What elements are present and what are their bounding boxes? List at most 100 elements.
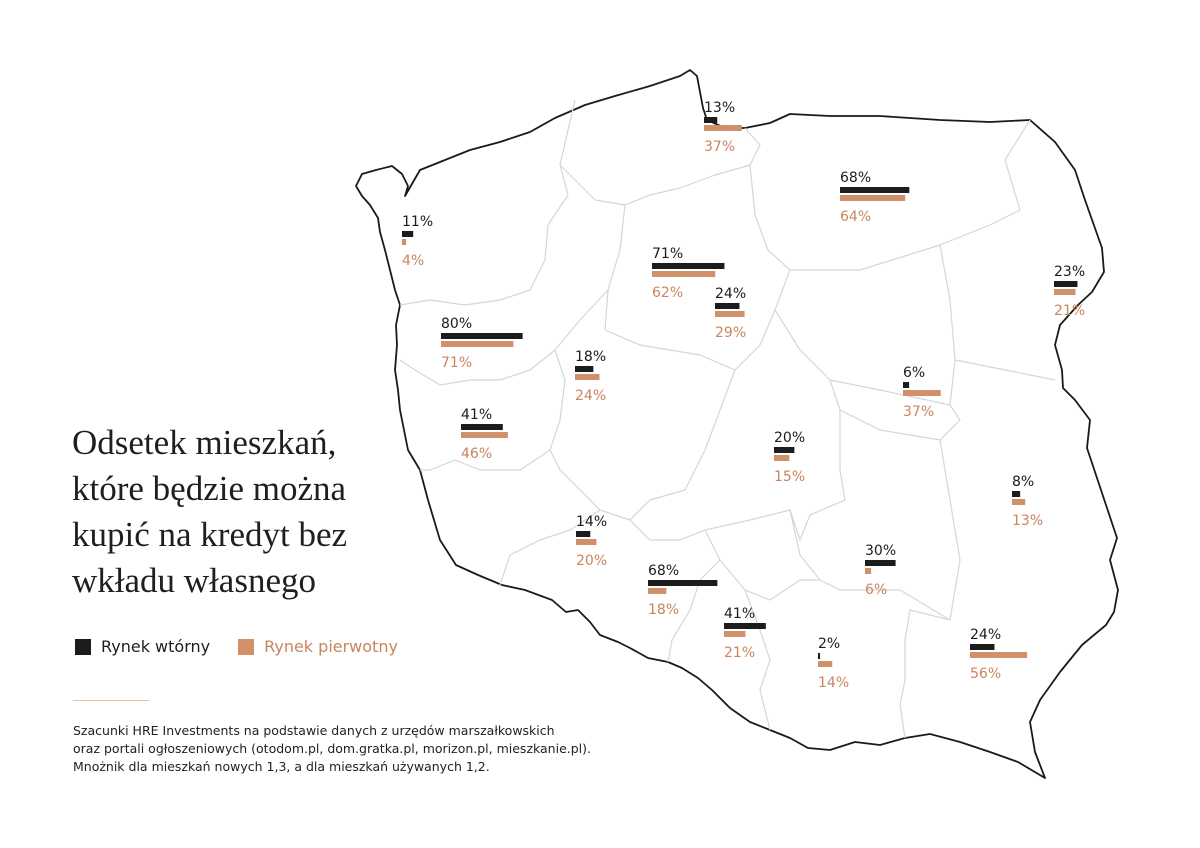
- region-marker: 30% 6%: [865, 543, 896, 598]
- primary-bar: [402, 239, 407, 245]
- primary-bar: [461, 432, 508, 438]
- legend: Rynek wtórny Rynek pierwotny: [75, 637, 426, 656]
- primary-bar: [704, 125, 742, 131]
- region-marker: 20% 15%: [774, 430, 805, 485]
- region-marker: 41% 46%: [461, 407, 508, 462]
- secondary-bar: [648, 580, 718, 586]
- secondary-bar: [724, 623, 766, 629]
- primary-bar: [652, 271, 716, 277]
- region-marker: 14% 20%: [576, 514, 607, 569]
- primary-bar: [724, 631, 746, 637]
- secondary-bar: [715, 303, 740, 309]
- title-line: wkładu własnego: [72, 561, 316, 600]
- primary-value-label: 64%: [840, 209, 871, 225]
- region-marker: 2% 14%: [818, 636, 849, 691]
- primary-bar: [575, 374, 600, 380]
- primary-bar: [648, 588, 667, 594]
- primary-value-label: 21%: [1054, 303, 1085, 319]
- region-marker: 23% 21%: [1054, 264, 1085, 319]
- secondary-bar: [575, 366, 594, 372]
- primary-bar: [1054, 289, 1076, 295]
- secondary-bar: [652, 263, 725, 269]
- primary-value-label: 21%: [724, 645, 755, 661]
- primary-value-label: 24%: [575, 388, 606, 404]
- primary-value-label: 71%: [441, 355, 472, 371]
- region-marker: 24% 29%: [715, 286, 746, 341]
- primary-bar: [774, 455, 790, 461]
- region-marker: 24% 56%: [970, 627, 1028, 682]
- primary-bar: [840, 195, 906, 201]
- source-note: Szacunki HRE Investments na podstawie da…: [73, 722, 591, 776]
- secondary-bar: [576, 531, 591, 537]
- region-marker: 68% 18%: [648, 563, 718, 618]
- legend-label-secondary: Rynek wtórny: [101, 637, 211, 656]
- region-marker: 18% 24%: [575, 349, 606, 404]
- secondary-value-label: 2%: [818, 636, 840, 652]
- source-line: oraz portali ogłoszeniowych (otodom.pl, …: [73, 741, 591, 756]
- secondary-value-label: 71%: [652, 246, 683, 262]
- legend-swatch-secondary: [75, 638, 91, 655]
- secondary-value-label: 14%: [576, 514, 607, 530]
- secondary-value-label: 30%: [865, 543, 896, 559]
- secondary-bar: [774, 447, 795, 453]
- region-marker: 80% 71%: [441, 316, 523, 371]
- primary-value-label: 14%: [818, 675, 849, 691]
- primary-value-label: 29%: [715, 325, 746, 341]
- secondary-value-label: 18%: [575, 349, 606, 365]
- primary-value-label: 46%: [461, 446, 492, 462]
- legend-item-secondary: Rynek wtórny: [75, 637, 210, 656]
- secondary-bar: [840, 187, 910, 193]
- region-marker: 11% 4%: [402, 214, 433, 269]
- secondary-bar: [461, 424, 503, 430]
- secondary-bar: [1054, 281, 1078, 287]
- region-marker: 13% 37%: [704, 100, 742, 155]
- secondary-value-label: 41%: [461, 407, 492, 423]
- secondary-value-label: 24%: [715, 286, 746, 302]
- secondary-value-label: 68%: [840, 170, 871, 186]
- secondary-bar: [1012, 491, 1021, 497]
- map-title: Odsetek mieszkań, które będzie można kup…: [72, 420, 392, 604]
- legend-label-primary: Rynek pierwotny: [264, 637, 398, 656]
- secondary-value-label: 23%: [1054, 264, 1085, 280]
- divider: [73, 700, 149, 701]
- secondary-value-label: 20%: [774, 430, 805, 446]
- primary-bar: [818, 661, 833, 667]
- source-line: Mnożnik dla mieszkań nowych 1,3, a dla m…: [73, 759, 490, 774]
- primary-value-label: 37%: [704, 139, 735, 155]
- primary-bar: [576, 539, 597, 545]
- primary-bar: [441, 341, 514, 347]
- primary-bar: [1012, 499, 1026, 505]
- region-marker: 6% 37%: [903, 365, 941, 420]
- primary-bar: [865, 568, 872, 574]
- secondary-value-label: 6%: [903, 365, 925, 381]
- source-line: Szacunki HRE Investments na podstawie da…: [73, 723, 555, 738]
- primary-bar: [903, 390, 941, 396]
- primary-value-label: 6%: [865, 582, 887, 598]
- voivodeship-borders: [399, 99, 1056, 739]
- secondary-bar: [903, 382, 910, 388]
- secondary-bar: [865, 560, 896, 566]
- region-marker: 8% 13%: [1012, 474, 1043, 529]
- primary-bar: [715, 311, 745, 317]
- primary-value-label: 62%: [652, 285, 683, 301]
- secondary-value-label: 13%: [704, 100, 735, 116]
- primary-bar: [970, 652, 1028, 658]
- region-marker: 68% 64%: [840, 170, 910, 225]
- primary-value-label: 18%: [648, 602, 679, 618]
- secondary-value-label: 41%: [724, 606, 755, 622]
- legend-item-primary: Rynek pierwotny: [238, 637, 398, 656]
- country-outline: [355, 69, 1119, 779]
- title-line: kupić na kredyt bez: [72, 515, 348, 554]
- primary-value-label: 4%: [402, 253, 424, 269]
- secondary-bar: [441, 333, 523, 339]
- legend-swatch-primary: [238, 638, 255, 655]
- secondary-value-label: 8%: [1012, 474, 1034, 490]
- primary-value-label: 15%: [774, 469, 805, 485]
- secondary-value-label: 11%: [402, 214, 433, 230]
- secondary-value-label: 24%: [970, 627, 1001, 643]
- title-line: które będzie można: [72, 469, 347, 508]
- primary-value-label: 56%: [970, 666, 1001, 682]
- primary-value-label: 13%: [1012, 513, 1043, 529]
- secondary-bar: [818, 653, 821, 659]
